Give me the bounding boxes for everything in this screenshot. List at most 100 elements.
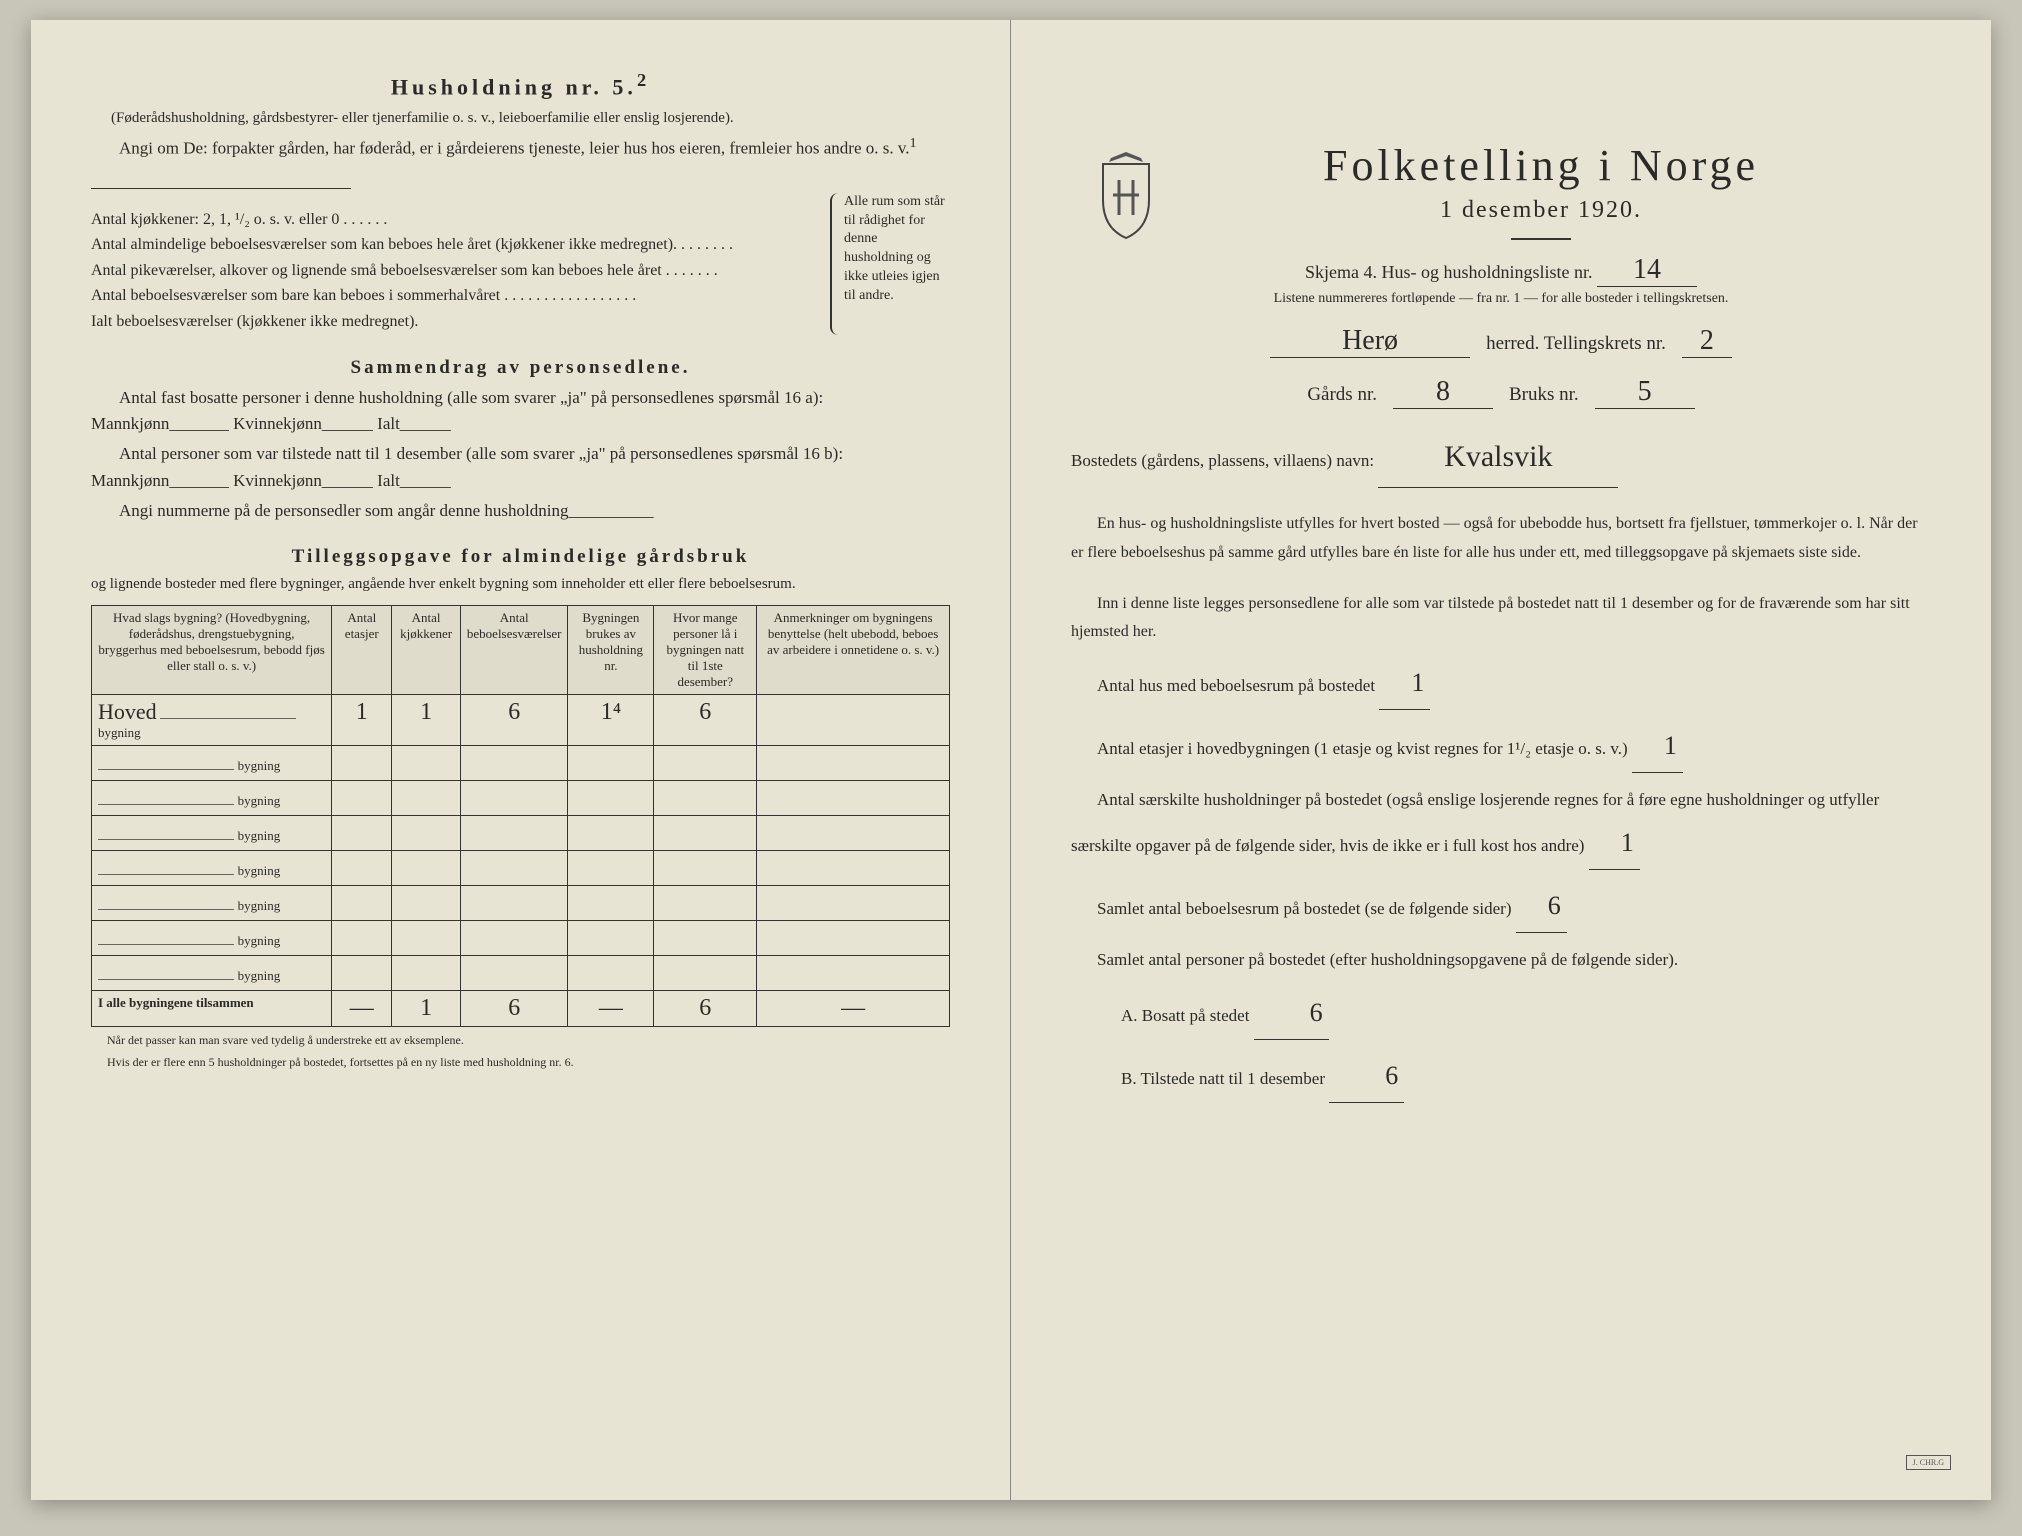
totals-row: I alle bygningene tilsammen — 1 6 — 6 — [92,991,950,1027]
table-row: bygning [92,851,950,886]
table-cell [332,956,392,991]
bygning-cell: Hoved bygning [92,695,332,746]
table-row: bygning [92,781,950,816]
bygning-cell: bygning [92,816,332,851]
a3: 1 [1589,817,1640,870]
table-row: bygning [92,816,950,851]
crest-icon [1091,150,1161,240]
table-cell [757,886,950,921]
numbering-instruction: Listene nummereres fortløpende — fra nr.… [1071,291,1931,307]
bosted-value: Kvalsvik [1378,427,1618,488]
table-cell [568,781,654,816]
table-cell [332,886,392,921]
q3: Antal særskilte husholdninger på bostede… [1071,783,1931,870]
antal-line: Antal kjøkkener: 2, 1, ¹/₂ o. s. v. elle… [91,207,822,233]
table-cell [332,781,392,816]
table-row: Hoved bygning1161⁴6 [92,695,950,746]
q4: Samlet antal beboelsesrum på bostedet (s… [1071,880,1931,933]
table-row: bygning [92,956,950,991]
bracket-note: Alle rum som står til rådighet for denne… [830,193,950,335]
body-text-2: Inn i denne liste legges personsedlene f… [1071,590,1931,648]
bruks-nr: 5 [1595,376,1695,409]
col-header: Hvor mange personer lå i bygningen natt … [654,606,757,695]
household-title: Husholdning nr. 5.2 [91,70,950,100]
col-header: Antal beboelsesværelser [460,606,568,695]
body-text-1: En hus- og husholdningsliste utfylles fo… [1071,510,1931,568]
left-page: Husholdning nr. 5.2 (Føderådshusholdning… [31,20,1011,1500]
antal-block: Antal kjøkkener: 2, 1, ¹/₂ o. s. v. elle… [91,193,950,335]
table-cell [654,816,757,851]
col-header: Antal kjøkkener [392,606,461,695]
table-cell [460,851,568,886]
table-cell [392,851,461,886]
title-block: Folketelling i Norge 1 desember 1920. [1151,140,1931,240]
right-page: Folketelling i Norge 1 desember 1920. Sk… [1011,20,1991,1500]
a2: 1 [1632,720,1683,773]
antal-line: Ialt beboelsesværelser (kjøkkener ikke m… [91,309,822,335]
herred-row: Herø herred. Tellingskrets nr. 2 [1071,325,1931,358]
table-cell [392,816,461,851]
col-header: Bygningen brukes av husholdning nr. [568,606,654,695]
table-cell [460,956,568,991]
table-cell [568,886,654,921]
bosted-row: Bostedets (gårdens, plassens, villaens) … [1071,427,1931,488]
table-cell: 1 [392,695,461,746]
col-header: Anmerkninger om bygningens benyttelse (h… [757,606,950,695]
document-spread: Husholdning nr. 5.2 (Føderådshusholdning… [31,20,1991,1500]
table-cell [654,781,757,816]
totals-label: I alle bygningene tilsammen [92,991,332,1027]
q5a: A. Bosatt på stedet 6 [1071,987,1931,1040]
table-cell [460,886,568,921]
table-cell [392,921,461,956]
footnote: Hvis der er flere enn 5 husholdninger på… [91,1055,950,1071]
table-row: bygning [92,886,950,921]
table-header-row: Hvad slags bygning? (Hovedbygning, føder… [92,606,950,695]
table-row: bygning [92,746,950,781]
table-cell [757,781,950,816]
sammendrag-p2: Antal personer som var tilstede natt til… [91,441,950,494]
herred-value: Herø [1270,325,1470,358]
sammendrag-title: Sammendrag av personsedlene. [91,357,950,379]
antal-line: Antal beboelsesværelser som bare kan beb… [91,283,822,309]
tillegg-title: Tilleggsopgave for almindelige gårdsbruk [91,546,950,568]
a4: 6 [1516,880,1567,933]
bygning-cell: bygning [92,921,332,956]
table-cell [332,851,392,886]
table-cell [392,781,461,816]
table-cell [757,851,950,886]
rule [1511,238,1571,240]
col-header: Hvad slags bygning? (Hovedbygning, føder… [92,606,332,695]
angi-om: Angi om De: forpakter gården, har føderå… [91,133,950,188]
bygning-cell: bygning [92,886,332,921]
table-cell [460,746,568,781]
household-note: (Føderådshusholdning, gårdsbestyrer- ell… [91,108,950,129]
table-cell [332,816,392,851]
q1: Antal hus med beboelsesrum på bostedet 1 [1071,657,1931,710]
table-cell [568,746,654,781]
table-cell [392,956,461,991]
a1: 1 [1379,657,1430,710]
table-cell [460,781,568,816]
table-cell [568,851,654,886]
bygning-cell: bygning [92,746,332,781]
gards-row: Gårds nr. 8 Bruks nr. 5 [1071,376,1931,409]
gards-nr: 8 [1393,376,1493,409]
table-cell: 1 [332,695,392,746]
form-nr: 14 [1597,254,1697,287]
sammendrag-p1: Antal fast bosatte personer i denne hush… [91,385,950,438]
table-cell: 1⁴ [568,695,654,746]
q5: Samlet antal personer på bostedet (efter… [1071,943,1931,977]
table-cell: 6 [460,695,568,746]
main-title: Folketelling i Norge [1151,140,1931,191]
table-cell [757,746,950,781]
tillegg-intro: og lignende bosteder med flere bygninger… [91,574,950,595]
printer-stamp: J. CHR.G [1906,1455,1951,1470]
sub-date: 1 desember 1920. [1151,197,1931,224]
sammendrag-p3: Angi nummerne på de personsedler som ang… [91,498,950,524]
table-cell: 6 [654,695,757,746]
bygning-cell: bygning [92,781,332,816]
table-cell [332,921,392,956]
bygning-cell: bygning [92,956,332,991]
a5a: 6 [1254,987,1329,1040]
table-cell [654,921,757,956]
